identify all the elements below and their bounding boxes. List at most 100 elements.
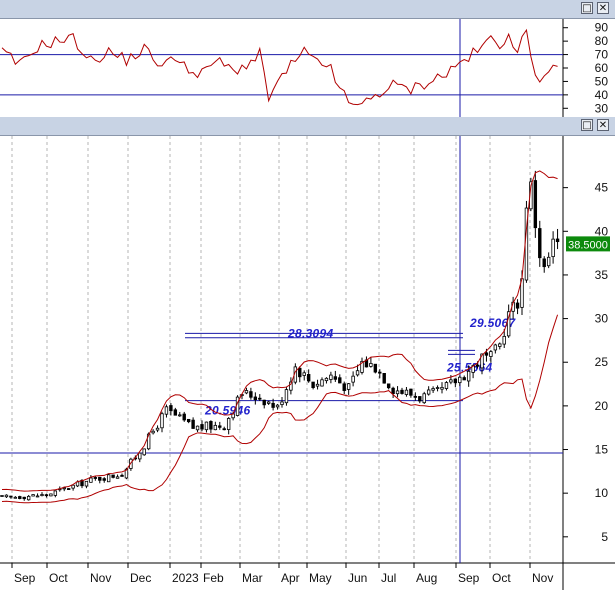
candle-body — [475, 364, 480, 367]
candle-body — [422, 393, 426, 404]
last-price-tag — [566, 236, 610, 252]
candle-body — [66, 488, 71, 490]
candle-body — [555, 238, 560, 243]
lower-band — [1, 314, 559, 504]
candle-body — [209, 421, 213, 430]
indicator-pane-header: □ ✕ — [0, 0, 615, 19]
candle-body — [382, 373, 386, 384]
candle-body — [178, 414, 182, 417]
candle-body — [378, 371, 382, 374]
price-tick-label: 10 — [595, 486, 609, 500]
candle-body — [244, 390, 249, 394]
candle-body — [466, 370, 471, 382]
indicator-tick-label: 70 — [595, 48, 609, 62]
indicator-tick-label: 40 — [595, 88, 609, 102]
indicator-tick-label: 90 — [595, 21, 609, 35]
candle-body — [431, 388, 435, 391]
candle-body — [262, 399, 266, 406]
candle-body — [440, 387, 444, 390]
candle-body — [160, 413, 164, 429]
price-tick-label: 20 — [595, 399, 609, 413]
candle-body — [284, 389, 289, 404]
candle-body — [4, 494, 9, 498]
price-tick-label: 40 — [595, 224, 609, 238]
time-tick-label: Sep — [458, 571, 480, 585]
candle-body — [226, 418, 231, 430]
time-tick-label: 2023 — [172, 571, 199, 585]
candle-body — [533, 180, 538, 229]
time-tick-label: May — [309, 571, 332, 585]
candle-body — [151, 430, 155, 434]
upper-band — [1, 170, 558, 492]
candle-body — [395, 390, 400, 395]
candle-body — [298, 367, 302, 378]
close-icon[interactable]: ✕ — [597, 119, 609, 131]
candle-body — [458, 376, 462, 384]
candle-body — [546, 256, 551, 267]
candle-body — [102, 478, 106, 481]
candle-body — [84, 480, 89, 487]
candle-body — [80, 479, 84, 487]
price-tick-label: 35 — [595, 268, 609, 282]
candle-body — [111, 474, 115, 478]
candle-body — [333, 376, 338, 380]
candle-body — [386, 383, 391, 389]
time-tick-label: Sep — [14, 571, 36, 585]
price-pane-header: □ ✕ — [0, 117, 615, 136]
candle-body — [289, 381, 293, 391]
rsi-line — [1, 28, 558, 106]
time-tick-label: Mar — [242, 571, 263, 585]
candle-body — [106, 474, 111, 483]
candle-body — [360, 360, 364, 373]
candle-body — [506, 311, 511, 337]
candle-body — [44, 494, 49, 497]
restore-icon[interactable]: □ — [581, 2, 593, 14]
candle-body — [191, 419, 195, 429]
candle-body — [120, 474, 124, 477]
time-tick-label: Aug — [416, 571, 437, 585]
candle-body — [53, 490, 58, 496]
candle-body — [502, 335, 506, 345]
candle-body — [391, 387, 395, 394]
price-tick-label: 25 — [595, 355, 609, 369]
candle-body — [253, 396, 258, 400]
candle-body — [329, 374, 333, 380]
candle-body — [40, 494, 44, 497]
close-icon[interactable]: ✕ — [597, 2, 609, 14]
candle-body — [342, 383, 346, 391]
indicator-tick-label: 80 — [595, 34, 609, 48]
candle-body — [435, 387, 440, 389]
candle-body — [346, 383, 351, 390]
candle-body — [31, 494, 35, 497]
candle-body — [542, 258, 546, 268]
candle-body — [320, 379, 324, 387]
candle-body — [35, 495, 40, 498]
candle-body — [306, 374, 311, 382]
candle-body — [98, 476, 102, 481]
level-label: 28.3094 — [287, 326, 334, 340]
candle-body — [138, 452, 142, 460]
candle-body — [22, 496, 26, 500]
time-tick-label: Nov — [90, 571, 111, 585]
candle-body — [195, 425, 200, 431]
level-label: 20.5946 — [204, 404, 251, 418]
candle-body — [93, 477, 98, 479]
candle-body — [453, 378, 458, 384]
candle-body — [155, 427, 160, 431]
candle-body — [302, 372, 306, 376]
restore-icon[interactable]: □ — [581, 119, 593, 131]
candle-body — [489, 351, 493, 357]
price-tick-label: 45 — [595, 181, 609, 195]
indicator-tick-label: 60 — [595, 61, 609, 75]
time-tick-label: Oct — [492, 571, 511, 585]
candle-body — [484, 352, 489, 356]
candle-body — [182, 413, 186, 421]
time-tick-label: Jun — [348, 571, 367, 585]
candle-body — [71, 484, 75, 489]
price-chart: 45 40 35 30 25 20 15 10 5 Sep Oct Nov Dec 2023 Feb Mar A… — [0, 136, 615, 590]
candle-body — [258, 397, 262, 400]
price-tick-label: 5 — [601, 530, 608, 544]
candle-body — [498, 343, 502, 347]
candle-body — [404, 389, 409, 395]
